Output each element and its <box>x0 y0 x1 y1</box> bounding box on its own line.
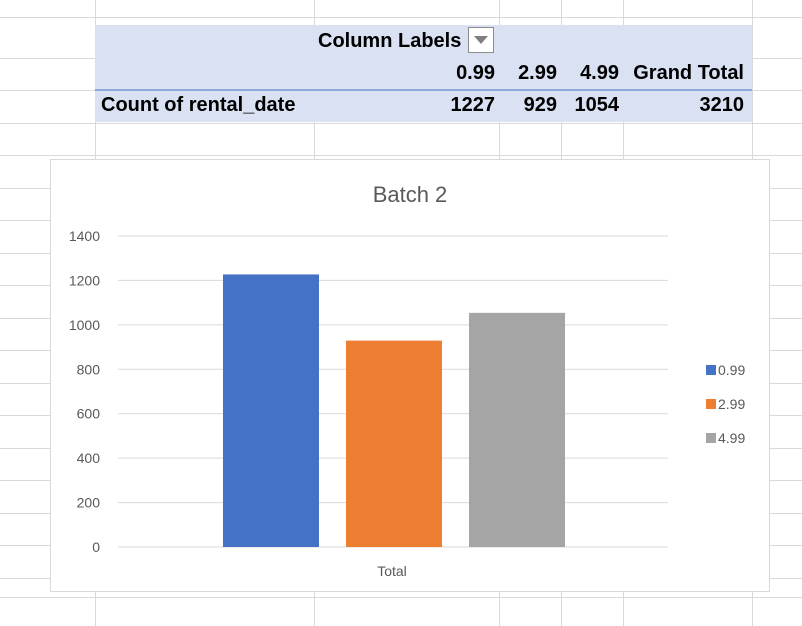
row-line <box>0 597 802 598</box>
row-line <box>0 123 802 124</box>
column-filter-dropdown-button[interactable] <box>468 27 494 53</box>
chevron-down-icon <box>474 36 488 44</box>
bar-4-99 <box>469 312 565 547</box>
value-4-99: 1054 <box>574 94 620 116</box>
pivot-table: Column Labels 0.99 2.99 4.99 Grand Total… <box>95 25 752 122</box>
header-4-99: 4.99 <box>580 62 619 84</box>
y-tick-label: 200 <box>77 495 101 511</box>
y-tick-label: 1400 <box>69 228 100 244</box>
legend-swatch <box>706 399 716 409</box>
chart-title: Batch 2 <box>373 182 448 207</box>
y-tick-label: 400 <box>77 450 101 466</box>
header-2-99: 2.99 <box>518 62 557 84</box>
column-labels-header: Column Labels <box>318 30 462 52</box>
y-tick-label: 800 <box>77 361 101 377</box>
bar-chart: Batch 2 0 200 400 600 800 1000 1200 1400 Total 0.9… <box>69 182 746 579</box>
bar-2-99 <box>346 340 442 547</box>
y-tick-label: 1000 <box>69 317 100 333</box>
row-line <box>0 155 802 156</box>
value-grand-total: 3210 <box>699 94 745 116</box>
legend-label: 4.99 <box>718 430 745 446</box>
header-grand-total: Grand Total <box>633 62 744 84</box>
legend-swatch <box>706 433 716 443</box>
y-tick-label: 600 <box>77 406 101 422</box>
legend-label: 0.99 <box>718 362 745 378</box>
legend-swatch <box>706 365 716 375</box>
value-0-99: 1227 <box>450 94 496 116</box>
bar-0-99 <box>223 274 319 547</box>
pivot-data-band <box>95 91 752 122</box>
header-0-99: 0.99 <box>456 62 495 84</box>
chart-container[interactable]: Batch 2 0 200 400 600 800 1000 1200 1400 Total 0.9… <box>50 159 770 592</box>
pivot-header-band <box>95 25 752 91</box>
y-tick-label: 1200 <box>69 272 100 288</box>
x-category-label: Total <box>377 563 407 579</box>
row-line <box>0 17 802 18</box>
y-tick-label: 0 <box>92 539 100 555</box>
row-label-count-rental-date: Count of rental_date <box>101 94 296 116</box>
legend-label: 2.99 <box>718 396 745 412</box>
value-2-99: 929 <box>523 94 557 116</box>
